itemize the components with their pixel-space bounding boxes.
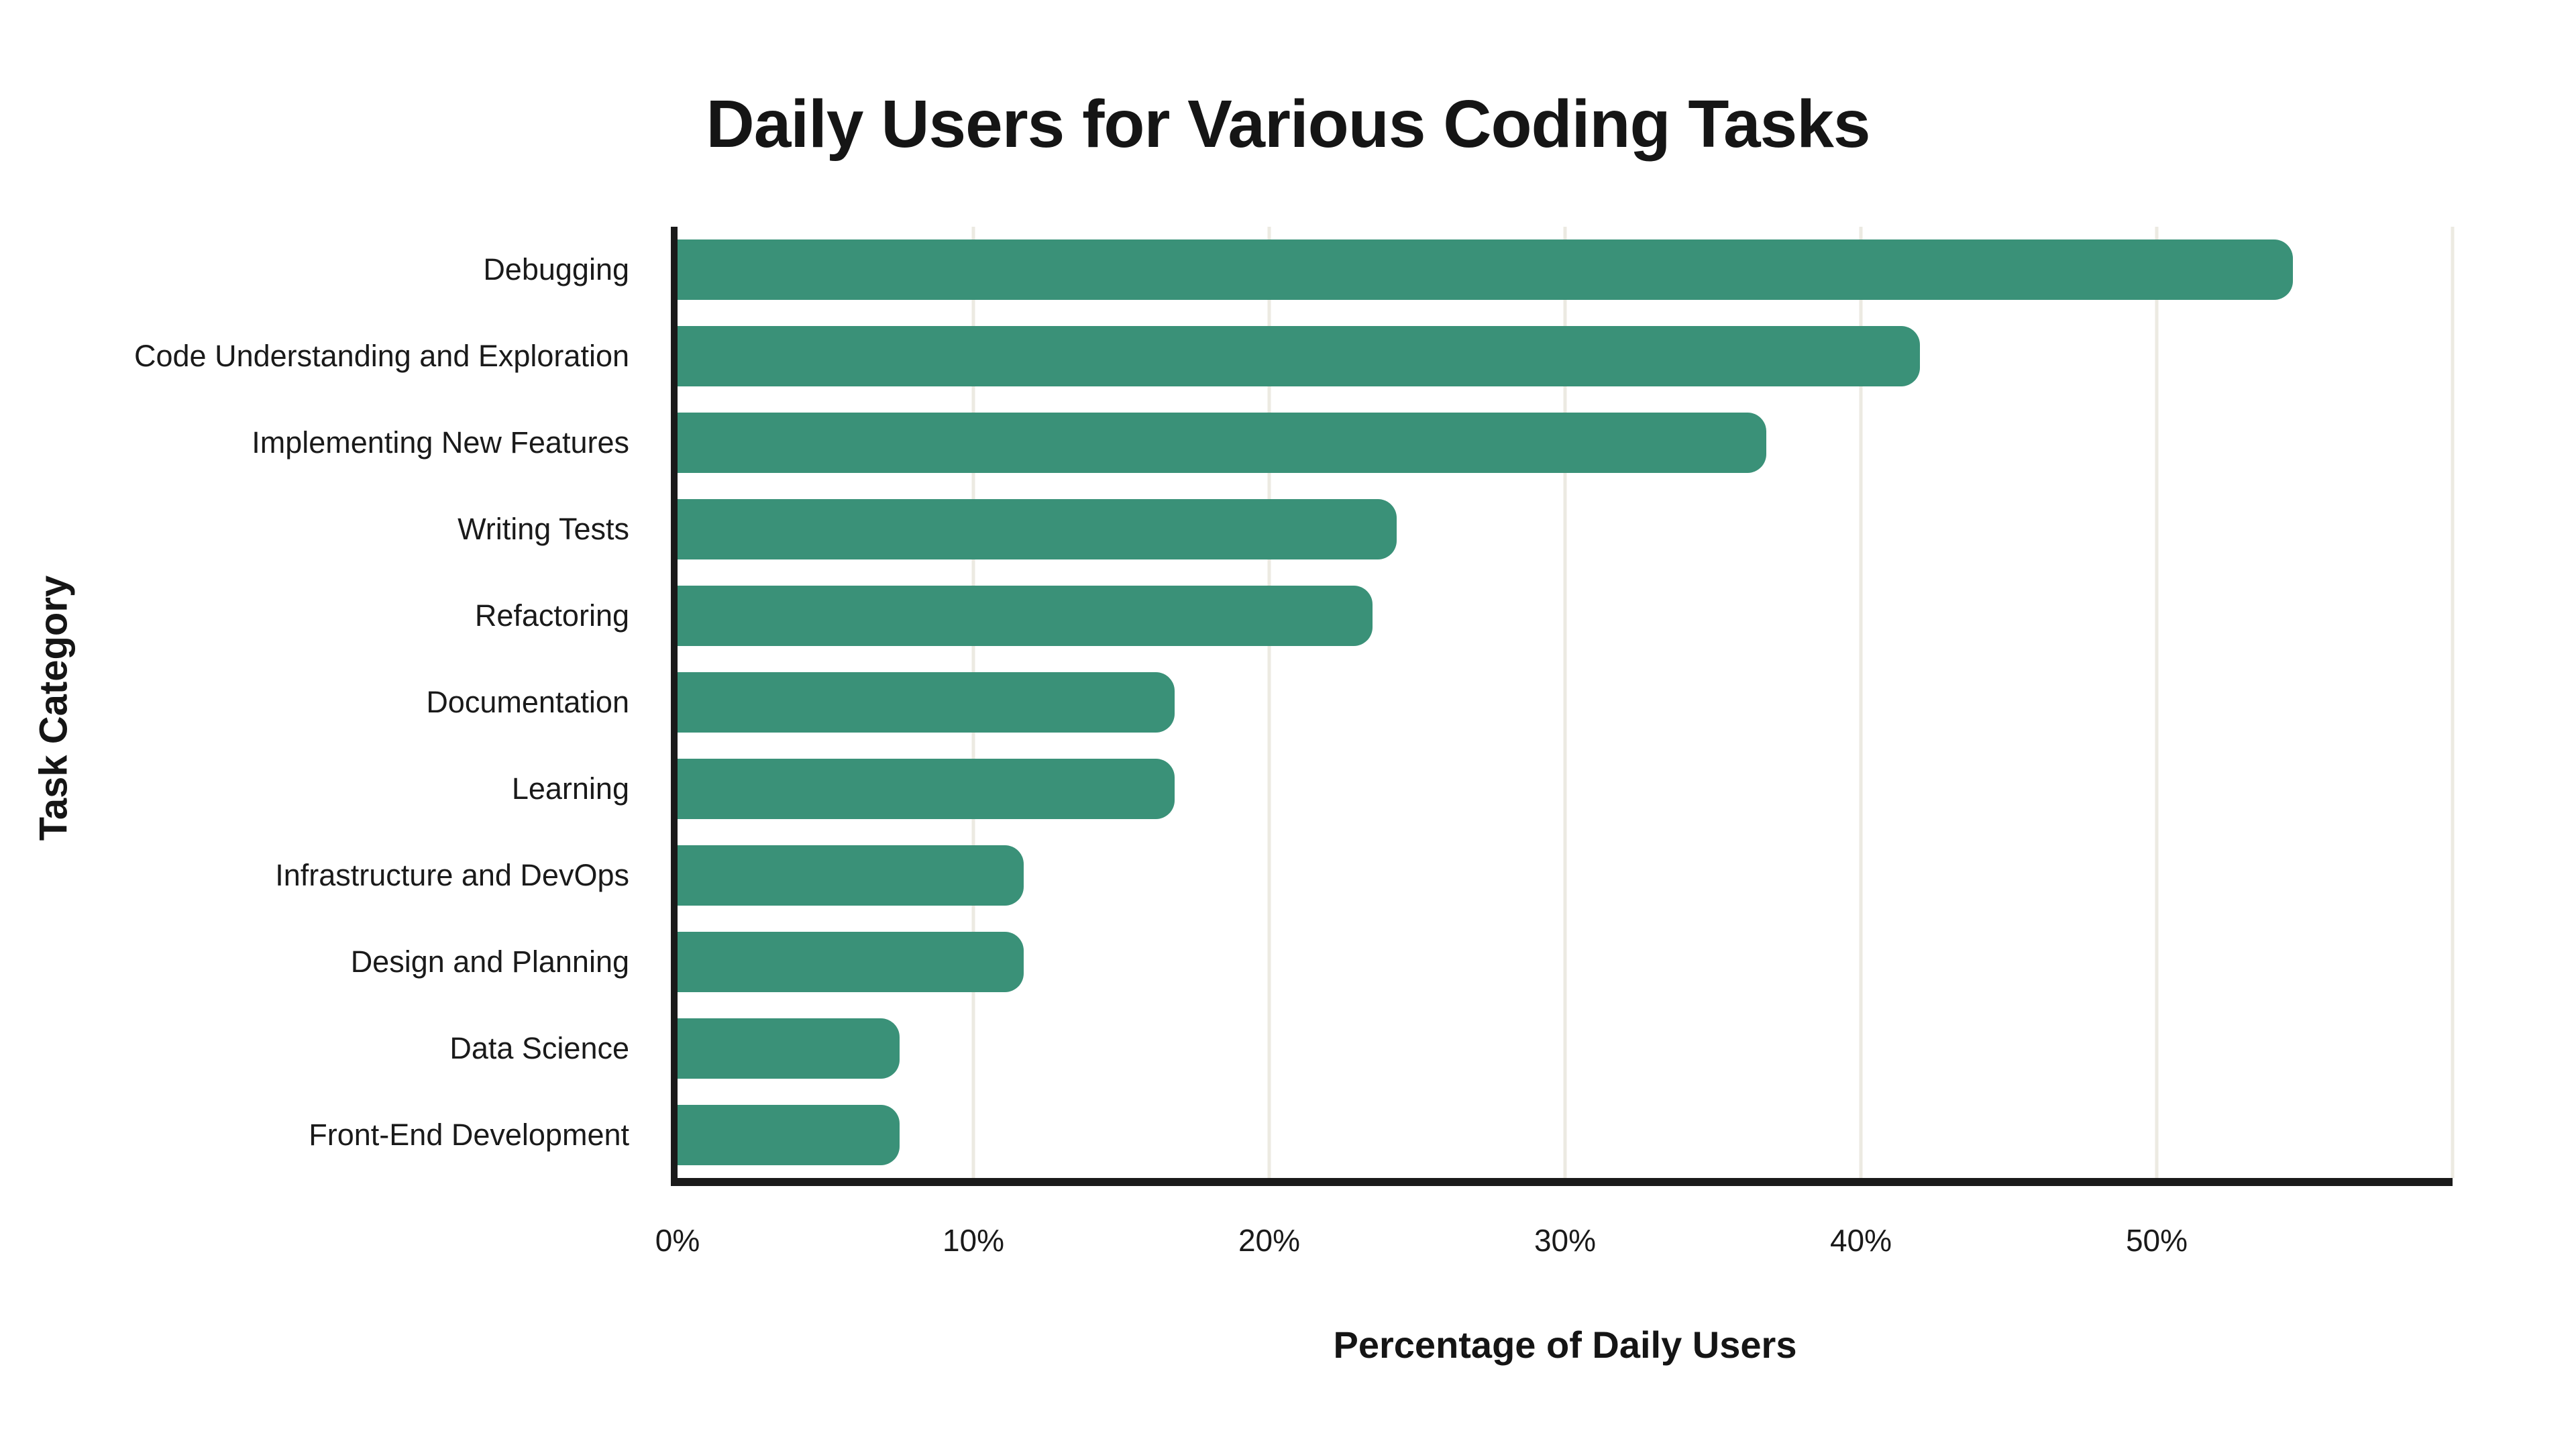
bar-debugging xyxy=(678,239,2293,301)
gridline xyxy=(2451,227,2455,1178)
bar-code-understanding-and-exploration xyxy=(678,326,1921,387)
x-tick-labels: 0% 10% 20% 30% 40% 50% xyxy=(655,1222,2453,1269)
gridline xyxy=(2155,227,2159,1178)
gridline xyxy=(1267,227,1271,1178)
bar-row xyxy=(678,832,2453,918)
category-label: Debugging xyxy=(483,252,629,287)
category-label: Writing Tests xyxy=(458,512,629,547)
x-tick-label: 20% xyxy=(1238,1223,1301,1258)
x-tick-label: 0% xyxy=(655,1223,700,1258)
x-tick-label: 50% xyxy=(2125,1223,2188,1258)
bar-implementing-new-features xyxy=(678,413,1766,474)
x-axis-line xyxy=(671,1178,2453,1186)
bar-row xyxy=(678,227,2453,313)
gridline xyxy=(1563,227,1567,1178)
chart-title: Daily Users for Various Coding Tasks xyxy=(706,87,1871,162)
x-tick-label: 40% xyxy=(1829,1223,1892,1258)
category-label: Implementing New Features xyxy=(252,425,629,460)
bar-writing-tests xyxy=(678,499,1397,560)
category-label: Refactoring xyxy=(474,598,629,633)
x-axis-title: Percentage of Daily Users xyxy=(1333,1324,1797,1366)
category-label: Data Science xyxy=(449,1030,629,1065)
category-label: Infrastructure and DevOps xyxy=(275,857,629,892)
bar-row xyxy=(678,313,2453,400)
bar-row xyxy=(678,486,2453,573)
bar-series xyxy=(678,227,2453,1178)
category-label: Learning xyxy=(511,771,629,806)
bar-row xyxy=(678,400,2453,486)
x-tick-label: 10% xyxy=(942,1223,1005,1258)
bar-infrastructure-and-devops xyxy=(678,845,1024,906)
y-category-labels: Debugging Code Understanding and Explora… xyxy=(0,227,653,1178)
gridline xyxy=(1859,227,1863,1178)
category-label: Documentation xyxy=(426,684,629,719)
bar-row xyxy=(678,573,2453,659)
bar-row xyxy=(678,659,2453,746)
y-axis-line xyxy=(671,227,678,1186)
plot-area xyxy=(671,227,2455,1186)
bar-refactoring xyxy=(678,586,1373,647)
x-tick-label: 30% xyxy=(1534,1223,1597,1258)
bar-learning xyxy=(678,758,1175,819)
bar-documentation xyxy=(678,672,1175,733)
bar-data-science xyxy=(678,1018,900,1079)
bar-row xyxy=(678,1005,2453,1091)
bar-row xyxy=(678,918,2453,1005)
bar-row xyxy=(678,1091,2453,1178)
bar-front-end-development xyxy=(678,1104,900,1165)
bar-design-and-planning xyxy=(678,931,1024,992)
bar-row xyxy=(678,745,2453,832)
category-label: Design and Planning xyxy=(350,944,629,979)
category-label: Front-End Development xyxy=(309,1117,629,1152)
category-label: Code Understanding and Exploration xyxy=(134,339,629,374)
